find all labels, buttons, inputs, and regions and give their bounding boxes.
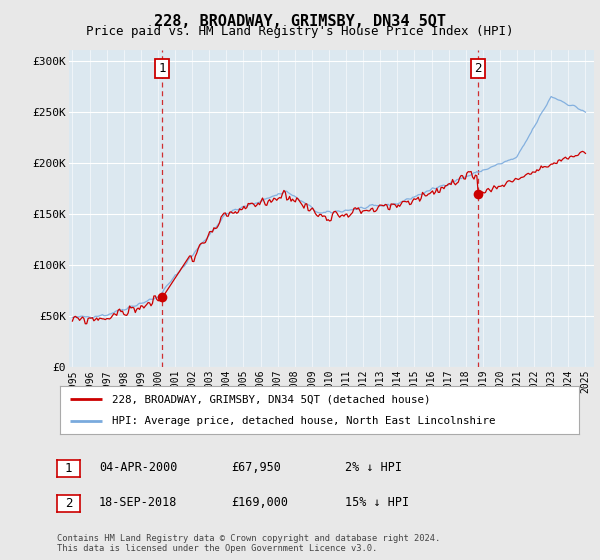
Text: 228, BROADWAY, GRIMSBY, DN34 5QT (detached house): 228, BROADWAY, GRIMSBY, DN34 5QT (detach… — [112, 394, 430, 404]
Text: 1: 1 — [158, 62, 166, 75]
Text: 18-SEP-2018: 18-SEP-2018 — [99, 496, 178, 509]
Text: £169,000: £169,000 — [231, 496, 288, 509]
Text: 2% ↓ HPI: 2% ↓ HPI — [345, 461, 402, 474]
Text: 15% ↓ HPI: 15% ↓ HPI — [345, 496, 409, 509]
Text: 2: 2 — [65, 497, 72, 510]
Text: Price paid vs. HM Land Registry's House Price Index (HPI): Price paid vs. HM Land Registry's House … — [86, 25, 514, 38]
Text: Contains HM Land Registry data © Crown copyright and database right 2024.
This d: Contains HM Land Registry data © Crown c… — [57, 534, 440, 553]
Text: 228, BROADWAY, GRIMSBY, DN34 5QT: 228, BROADWAY, GRIMSBY, DN34 5QT — [154, 14, 446, 29]
Text: 04-APR-2000: 04-APR-2000 — [99, 461, 178, 474]
Text: 2: 2 — [475, 62, 482, 75]
Text: 1: 1 — [65, 462, 72, 475]
Text: £67,950: £67,950 — [231, 461, 281, 474]
Text: HPI: Average price, detached house, North East Lincolnshire: HPI: Average price, detached house, Nort… — [112, 416, 496, 426]
